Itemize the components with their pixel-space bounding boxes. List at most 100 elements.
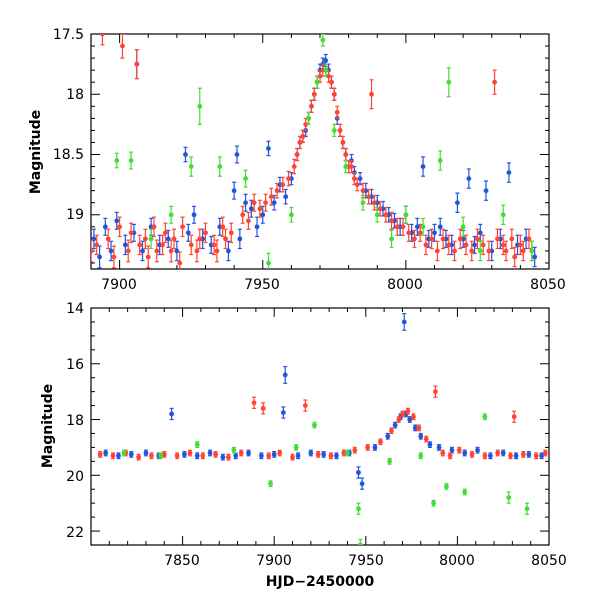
- data-point: [524, 506, 530, 512]
- data-point: [238, 450, 244, 456]
- data-point: [102, 224, 108, 230]
- data-point: [427, 442, 433, 448]
- data-point: [349, 164, 354, 169]
- data-point: [539, 453, 545, 459]
- bottom-x-axis-label: HJD−2450000: [266, 574, 375, 590]
- data-point: [220, 454, 226, 460]
- data-point: [452, 248, 457, 254]
- data-point: [194, 442, 200, 448]
- data-point: [280, 182, 286, 188]
- top-y-tick-label: 17.5: [53, 27, 84, 43]
- data-point: [449, 447, 455, 453]
- bottom-panel-ticks: [90, 307, 550, 546]
- data-point: [148, 236, 154, 242]
- data-point: [357, 542, 363, 545]
- data-point: [246, 218, 251, 224]
- top-y-tick-label: 18: [66, 87, 84, 103]
- data-point: [466, 176, 472, 182]
- data-point: [509, 236, 515, 242]
- data-point: [128, 230, 134, 236]
- data-point: [352, 447, 358, 453]
- data-point: [418, 433, 424, 439]
- top-x-tick-label: 7900: [101, 277, 137, 293]
- bottom-y-tick-label: 16: [66, 357, 84, 373]
- data-point: [440, 450, 446, 456]
- data-point: [411, 414, 416, 420]
- data-point: [315, 451, 321, 457]
- data-point: [389, 428, 394, 434]
- data-point: [263, 200, 269, 206]
- data-point: [462, 450, 468, 456]
- data-point: [455, 200, 460, 206]
- data-point: [520, 451, 526, 457]
- data-point: [120, 43, 125, 49]
- data-point: [520, 248, 526, 254]
- data-point: [137, 242, 143, 248]
- top-data-points: [91, 34, 538, 269]
- data-point: [351, 176, 357, 182]
- data-point: [197, 103, 203, 109]
- data-point: [111, 254, 117, 260]
- data-point: [197, 236, 203, 242]
- data-point: [207, 450, 213, 456]
- top-panel-ticks: [90, 33, 550, 269]
- data-point: [306, 115, 311, 121]
- data-point: [414, 224, 420, 230]
- data-point: [234, 152, 240, 157]
- data-point: [506, 495, 512, 500]
- data-point: [472, 242, 477, 248]
- data-point: [446, 242, 452, 248]
- data-point: [323, 58, 329, 63]
- data-point: [311, 91, 317, 97]
- data-point: [334, 453, 339, 459]
- data-point: [365, 445, 371, 450]
- data-point: [217, 164, 223, 169]
- data-point: [280, 410, 286, 415]
- data-point: [154, 248, 160, 254]
- data-point: [268, 481, 273, 487]
- data-point: [260, 405, 266, 411]
- data-point: [437, 224, 443, 230]
- data-point: [302, 403, 308, 408]
- data-point: [149, 453, 154, 459]
- data-point: [462, 489, 468, 495]
- data-point: [257, 206, 263, 212]
- data-point: [105, 236, 111, 242]
- bottom-x-tick-label: 8000: [439, 553, 475, 569]
- data-point: [117, 224, 123, 230]
- data-point: [341, 450, 347, 456]
- data-point: [432, 230, 437, 236]
- data-point: [420, 224, 426, 230]
- bottom-data-points: [97, 312, 548, 545]
- data-point: [456, 447, 462, 453]
- data-point: [420, 164, 426, 169]
- data-point: [383, 212, 389, 218]
- bottom-x-tick-label: 7900: [256, 553, 292, 569]
- data-point: [323, 67, 329, 73]
- top-y-tick-label: 18.5: [53, 147, 84, 163]
- bottom-y-tick-label: 22: [66, 525, 84, 541]
- data-point: [331, 128, 337, 133]
- data-point: [436, 445, 442, 450]
- data-point: [291, 164, 297, 169]
- series-1: [91, 34, 535, 269]
- data-point: [387, 458, 393, 464]
- data-point: [385, 433, 391, 439]
- data-point: [329, 79, 334, 85]
- data-point: [143, 450, 149, 456]
- top-panel: 7900 7950 8000 8050 17.5 18 18.5 19 Magn…: [28, 27, 566, 293]
- data-point: [297, 140, 303, 145]
- data-point: [403, 212, 409, 218]
- data-point: [526, 236, 532, 242]
- data-point: [360, 188, 366, 194]
- data-point: [243, 200, 248, 206]
- data-point: [314, 79, 320, 85]
- series-2: [121, 413, 530, 545]
- data-point: [389, 236, 394, 242]
- bottom-x-tick-label: 8050: [531, 553, 567, 569]
- data-point: [223, 236, 228, 242]
- data-point: [434, 248, 440, 254]
- data-point: [378, 439, 383, 445]
- bottom-y-tick-label: 20: [66, 469, 84, 485]
